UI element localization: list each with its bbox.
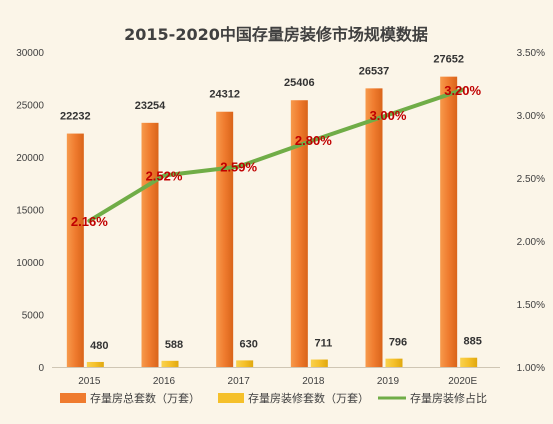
y-left-tick-label: 0 — [38, 363, 44, 374]
bar-total-value-label: 23254 — [135, 100, 166, 112]
ratio-value-label: 2.16% — [71, 214, 108, 229]
bar-renovated-value-label: 711 — [314, 338, 332, 350]
y-left-tick-label: 20000 — [16, 153, 44, 164]
bar-renovated — [385, 358, 403, 367]
bar-renovated — [310, 359, 328, 367]
bar-total-value-label: 26537 — [359, 65, 390, 77]
bar-renovated-value-label: 796 — [389, 337, 407, 349]
bar-renovated — [236, 360, 254, 367]
bar-total — [290, 100, 308, 367]
x-tick-label: 2018 — [302, 376, 325, 387]
y-left-tick-label: 15000 — [16, 206, 44, 217]
line-group: 2.16% 2.52% 2.59% 2.80% 3.00% 3.20% — [71, 83, 482, 229]
ratio-value-label: 3.00% — [370, 108, 407, 123]
bar-total-value-label: 24312 — [209, 89, 240, 101]
x-tick-label: 2015 — [78, 376, 101, 387]
bar-total — [440, 76, 458, 368]
bar-renovated-value-label: 588 — [165, 339, 183, 351]
ratio-line — [87, 87, 465, 223]
legend-label-renovated: 存量房装修套数（万套） — [248, 391, 369, 405]
x-tick-label: 2016 — [153, 376, 176, 387]
y-right-tick-label: 2.00% — [517, 237, 545, 248]
x-tick-label: 2020E — [448, 376, 477, 387]
bar-total-value-label: 25406 — [284, 77, 315, 89]
chart-title: 2015-2020中国存量房装修市场规模数据 — [124, 25, 428, 44]
bar-total-value-label: 27652 — [433, 54, 464, 66]
y-left-tick-label: 30000 — [16, 48, 44, 59]
x-axis: 2015 2016 2017 2018 2019 2020E — [52, 367, 500, 387]
y-left-tick-label: 25000 — [16, 101, 44, 112]
ratio-value-label: 2.80% — [295, 133, 332, 148]
legend-label-total: 存量房总套数（万套） — [90, 391, 200, 405]
x-tick-label: 2019 — [377, 376, 400, 387]
bar-total — [141, 122, 159, 367]
bar-total — [216, 111, 234, 367]
ratio-value-label: 2.52% — [146, 168, 183, 183]
y-right-tick-label: 3.00% — [517, 111, 545, 122]
bar-total — [66, 133, 84, 367]
y-axis-right: 1.00% 1.50% 2.00% 2.50% 3.00% 3.50% — [517, 48, 545, 374]
y-right-tick-label: 1.50% — [517, 300, 545, 311]
y-left-tick-label: 5000 — [22, 311, 45, 322]
bar-renovated-value-label: 630 — [239, 338, 257, 350]
ratio-value-label: 2.59% — [220, 160, 257, 175]
y-left-tick-label: 10000 — [16, 258, 44, 269]
bar-renovated — [86, 361, 104, 367]
y-right-tick-label: 2.50% — [517, 174, 545, 185]
bar-renovated — [460, 357, 478, 367]
bars-group: 22232 480 23254 588 24312 630 25406 711 26537 796… — [60, 54, 482, 368]
legend: 存量房总套数（万套） 存量房装修套数（万套） 存量房装修占比 — [60, 391, 487, 405]
bar-renovated-value-label: 885 — [463, 336, 481, 348]
legend-label-ratio: 存量房装修占比 — [410, 391, 487, 405]
y-right-tick-label: 1.00% — [517, 363, 545, 374]
bar-total-value-label: 22232 — [60, 111, 91, 123]
bar-total — [365, 88, 383, 367]
x-tick-label: 2017 — [228, 376, 251, 387]
legend-swatch-renovated — [218, 393, 244, 403]
bar-renovated — [161, 360, 179, 367]
bar-renovated-value-label: 480 — [90, 340, 108, 352]
legend-swatch-total — [60, 393, 86, 403]
y-right-tick-label: 3.50% — [517, 48, 545, 59]
ratio-value-label: 3.20% — [444, 83, 481, 98]
y-axis-left: 0 5000 10000 15000 20000 25000 30000 — [16, 48, 44, 374]
